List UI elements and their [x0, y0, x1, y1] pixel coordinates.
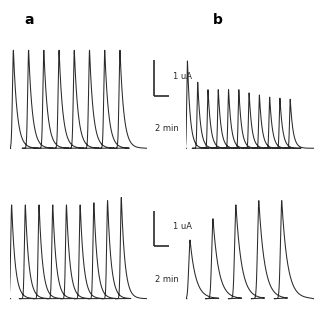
Text: a: a — [24, 13, 34, 27]
Text: 1 uA: 1 uA — [173, 72, 192, 81]
Text: 2 min: 2 min — [155, 275, 179, 284]
Text: b: b — [213, 13, 222, 27]
Text: 2 min: 2 min — [155, 124, 179, 133]
Text: 1 uA: 1 uA — [173, 222, 192, 231]
